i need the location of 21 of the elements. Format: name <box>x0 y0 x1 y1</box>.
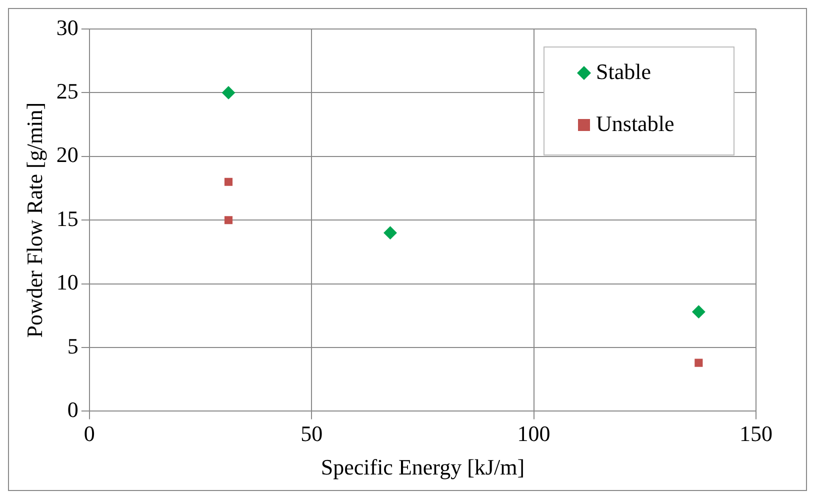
x-tick-label: 150 <box>740 421 772 446</box>
point <box>224 178 233 186</box>
y-tick-label: 20 <box>56 142 78 168</box>
y-tick-label: 5 <box>67 333 78 358</box>
y-axis-title: Powder Flow Rate [g/min] <box>22 102 47 338</box>
point <box>384 226 397 240</box>
y-tick-label: 10 <box>56 270 78 295</box>
point <box>694 358 703 367</box>
x-tick-label: 0 <box>84 421 95 446</box>
legend-label: Stable <box>596 58 651 84</box>
x-tick-label: 50 <box>300 421 323 446</box>
y-tick-label: 25 <box>56 78 78 104</box>
point <box>222 86 235 100</box>
x-axis-title: Specific Energy [kJ/m] <box>320 454 525 480</box>
x-tick-label: 100 <box>517 421 550 446</box>
y-tick-label: 30 <box>56 14 78 40</box>
legend-label: Unstable <box>596 110 674 136</box>
y-tick-label: 15 <box>56 206 78 231</box>
point <box>692 305 706 318</box>
y-tick-label: 0 <box>67 396 78 422</box>
point <box>224 216 233 224</box>
